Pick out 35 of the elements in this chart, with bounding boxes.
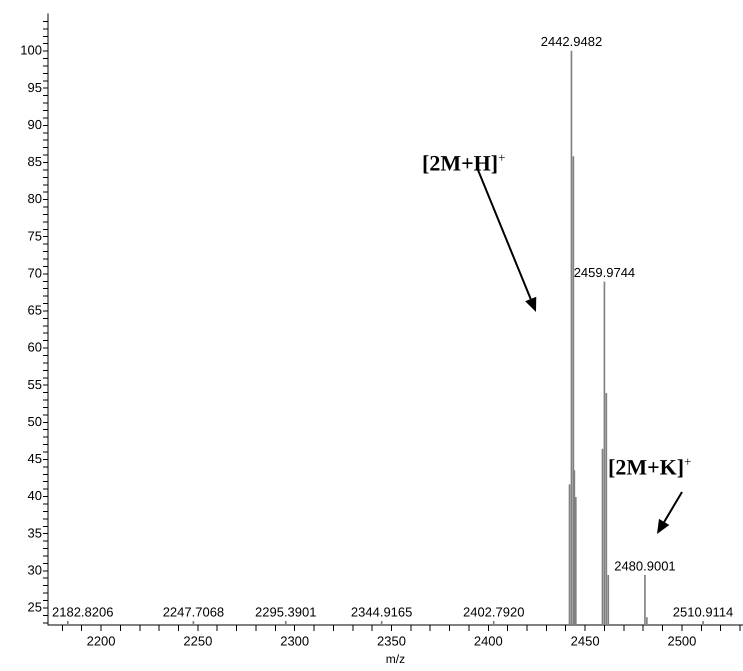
y-tick-label: 45 [28,451,42,466]
annotation: 2459.9744 [574,265,636,280]
annotation: [2M+H]$^{+}$ [422,150,506,176]
y-tick-label: 70 [28,265,42,280]
y-tick-label: 85 [28,154,42,170]
annotation: 2480.9001 [614,558,676,574]
annotation: 2510.9114 [672,604,734,620]
x-tick-label: 2450 [570,633,600,648]
x-tick-label: 2500 [667,633,696,648]
x-axis-title: m/z [386,652,406,666]
x-tick-label: 2200 [86,633,116,648]
y-tick-label: 30 [28,562,42,578]
annotation: 2247.7068 [162,604,224,620]
x-tick-label: 2300 [280,633,310,648]
y-tick-label: 95 [28,80,42,95]
y-tick-label: 40 [28,488,42,504]
annotation: 2402.7920 [462,604,524,620]
y-tick-label: 90 [28,116,42,132]
x-tick-label: 2250 [183,633,212,648]
y-tick-label: 55 [28,376,42,392]
annotation: 2344.9165 [350,604,412,620]
y-tick-label: 25 [28,600,42,615]
x-tick-label: 2400 [474,633,503,648]
annotation: [2M+K]$^{+}$ [608,454,692,480]
annotation: 2182.8206 [52,604,114,620]
y-tick-label: 100 [20,42,42,58]
x-tick-label: 2350 [377,633,406,648]
y-tick-label: 65 [28,302,42,318]
annotation: 2442.9482 [540,34,602,50]
y-tick-label: 60 [28,340,42,355]
annotation: 2295.3901 [255,604,316,620]
y-tick-label: 75 [28,228,42,244]
y-tick-label: 80 [28,191,42,206]
y-tick-label: 35 [28,525,42,540]
y-tick-label: 50 [28,414,42,429]
